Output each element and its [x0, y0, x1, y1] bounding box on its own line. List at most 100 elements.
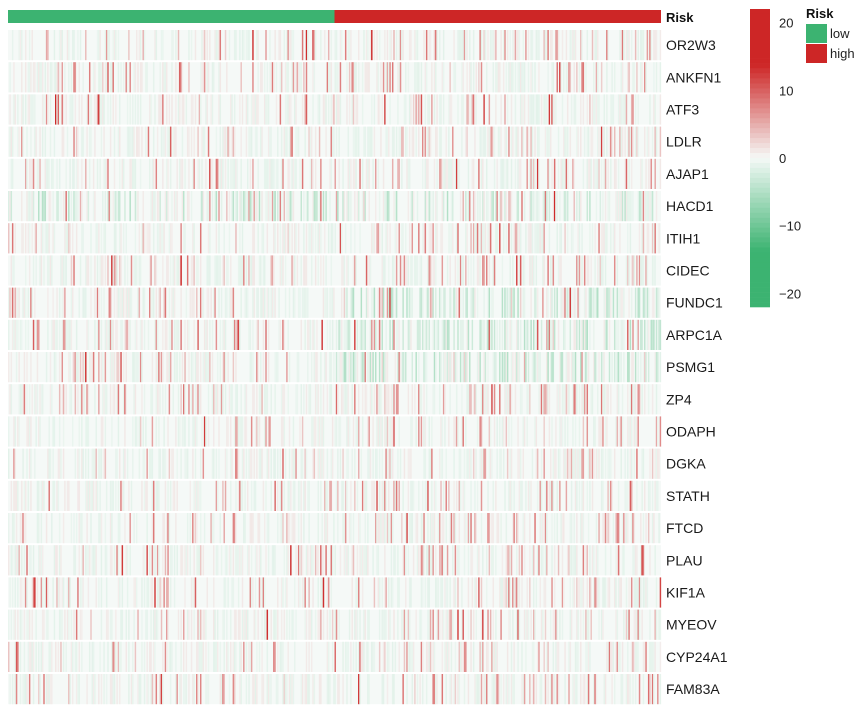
- heat-cell: [320, 545, 322, 576]
- heat-cell: [226, 191, 228, 222]
- heat-cell: [508, 674, 510, 705]
- heat-cell: [207, 352, 210, 383]
- heat-cell: [407, 158, 410, 189]
- heat-cell: [484, 352, 487, 383]
- heat-cell: [38, 319, 40, 350]
- heat-cell: [192, 223, 194, 254]
- heat-cell: [192, 158, 194, 189]
- heat-cell: [11, 513, 14, 544]
- heat-cell: [517, 191, 519, 222]
- heat-cell: [69, 158, 71, 189]
- heat-cell: [120, 287, 122, 318]
- heat-cell: [149, 545, 151, 576]
- heat-cell: [334, 674, 336, 705]
- heat-cell: [130, 287, 133, 318]
- heat-cell: [322, 609, 325, 640]
- heat-cell: [428, 577, 430, 608]
- heat-cell: [347, 158, 350, 189]
- heat-cell: [32, 255, 35, 286]
- heat-cell: [138, 416, 141, 447]
- heat-cell: [269, 126, 271, 157]
- heat-cell: [133, 352, 135, 383]
- heat-cell: [642, 577, 645, 608]
- heat-cell: [230, 384, 232, 415]
- heat-cell: [500, 126, 502, 157]
- heat-cell: [625, 480, 628, 511]
- heat-cell: [99, 158, 101, 189]
- heat-cell: [111, 62, 113, 93]
- heat-cell: [646, 30, 649, 61]
- heat-cell: [425, 158, 428, 189]
- heat-cell: [226, 287, 228, 318]
- heat-cell: [560, 255, 562, 286]
- heat-cell: [290, 30, 292, 61]
- heat-cell: [330, 448, 333, 479]
- heat-cell: [132, 352, 134, 383]
- heat-cell: [493, 319, 496, 350]
- heat-cell: [133, 62, 135, 93]
- heat-cell: [391, 255, 394, 286]
- heat-cell: [205, 158, 207, 189]
- heat-cell: [653, 319, 655, 350]
- heat-cell: [184, 448, 186, 479]
- heat-cell: [51, 158, 53, 189]
- heat-cell: [641, 609, 643, 640]
- heat-cell: [346, 384, 348, 415]
- heat-cell: [650, 191, 653, 222]
- heat-cell: [62, 448, 65, 479]
- heat-cell: [65, 223, 67, 254]
- heat-cell: [162, 255, 164, 286]
- heat-cell: [269, 62, 271, 93]
- heat-cell: [616, 255, 619, 286]
- heat-cell: [651, 513, 654, 544]
- heat-cell: [578, 223, 581, 254]
- heat-cell: [620, 577, 622, 608]
- heat-cell: [260, 191, 262, 222]
- heat-cell: [260, 62, 262, 93]
- heat-cell: [620, 30, 622, 61]
- heat-cell: [250, 255, 253, 286]
- heat-cell: [514, 158, 517, 189]
- heat-cell: [210, 158, 212, 189]
- heat-cell: [239, 416, 241, 447]
- heat-cell: [428, 609, 430, 640]
- heat-cell: [9, 287, 11, 318]
- heat-cell: [492, 513, 494, 544]
- heat-cell: [500, 577, 502, 608]
- heat-cell: [115, 191, 117, 222]
- heat-cell: [651, 480, 654, 511]
- heat-cell: [422, 641, 424, 672]
- heat-cell: [513, 480, 515, 511]
- heat-cell: [553, 674, 556, 705]
- heat-cell: [630, 480, 633, 511]
- heat-cell: [92, 191, 95, 222]
- heat-cell: [422, 513, 424, 544]
- heat-cell: [75, 158, 78, 189]
- heat-cell: [367, 287, 369, 318]
- heat-cell: [62, 513, 65, 544]
- heat-cell: [492, 287, 494, 318]
- heat-cell: [257, 30, 259, 61]
- heat-cell: [134, 641, 137, 672]
- heat-cell: [287, 94, 289, 125]
- heat-cell: [619, 191, 621, 222]
- heat-cell: [361, 191, 364, 222]
- heat-cell: [347, 319, 350, 350]
- heat-cell: [369, 384, 372, 415]
- heat-cell: [250, 126, 253, 157]
- heat-cell: [530, 223, 532, 254]
- heat-cell: [327, 94, 330, 125]
- heat-cell: [578, 255, 581, 286]
- heat-cell: [553, 609, 556, 640]
- heat-cell: [406, 158, 408, 189]
- heat-cell: [465, 191, 467, 222]
- heat-cell: [547, 352, 549, 383]
- heat-cell: [529, 513, 531, 544]
- heat-cell: [51, 641, 53, 672]
- heat-cell: [338, 674, 340, 705]
- heat-cell: [615, 191, 617, 222]
- heat-cell: [516, 126, 518, 157]
- heat-cell: [169, 319, 172, 350]
- heat-cell: [433, 674, 436, 705]
- heat-cell: [619, 352, 621, 383]
